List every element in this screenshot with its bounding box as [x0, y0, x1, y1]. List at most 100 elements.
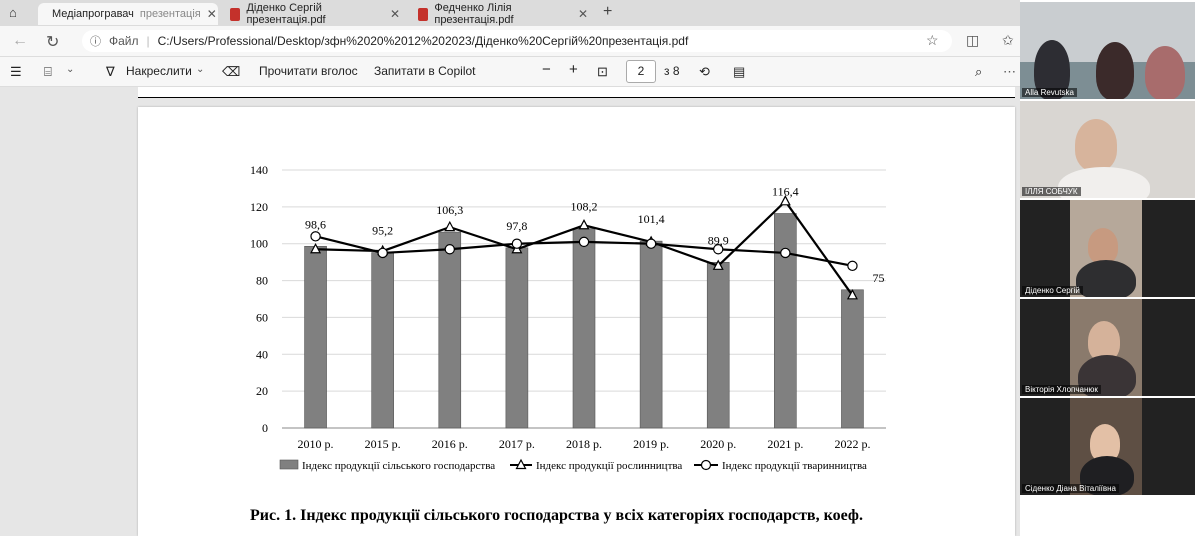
legend-label: Індекс продукції рослинництва [536, 460, 682, 472]
participant-image [1145, 46, 1185, 99]
x-tick-label: 2019 р. [633, 437, 669, 451]
video-tile[interactable]: ІЛЛЯ СОБЧУК [1020, 101, 1195, 198]
circle-marker [511, 238, 523, 249]
legend-label: Індекс продукції сільського господарства [302, 460, 495, 472]
participant-name: Сіденко Діана Віталіївна [1022, 484, 1120, 493]
pdf-page: 0 20 40 60 80 100 120 140 2010 р. 2015 р. 2016 р. 2… [138, 107, 1015, 536]
triangle-marker [444, 220, 456, 232]
y-tick-label: 80 [256, 274, 268, 288]
page-number-input[interactable]: 2 [626, 60, 656, 83]
close-icon[interactable]: ✕ [577, 7, 588, 21]
data-label: 108,2 [571, 200, 598, 214]
url-field[interactable]: ⓘ Файл | C:/Users/Professional/Desktop/з… [82, 30, 952, 52]
x-tick-label: 2022 р. [834, 437, 870, 451]
y-tick-label: 140 [250, 163, 268, 177]
chevron-down-icon[interactable]: ⌄ [196, 64, 205, 75]
draw-button[interactable]: Накреслити [126, 64, 192, 78]
x-tick-label: 2010 р. [298, 437, 334, 451]
bar [505, 247, 529, 429]
bar [706, 262, 730, 429]
data-label: 89,9 [708, 233, 729, 247]
figure-caption: Рис. 1. Індекс продукції сільського госп… [250, 507, 863, 524]
y-tick-label: 120 [250, 200, 268, 214]
circle-marker [847, 260, 858, 272]
bar [438, 231, 462, 429]
video-tile[interactable]: Діденко Сергій [1020, 200, 1195, 297]
pdf-toolbar: ☰ ⌸ ⌄ ∇ Накреслити ⌄ ⌫ Прочитати вголос … [0, 57, 1020, 87]
more-icon[interactable]: ⋯ [1003, 64, 1016, 79]
refresh-icon[interactable]: ↻ [46, 34, 60, 51]
participant-image [1096, 42, 1134, 99]
pdf-icon [418, 7, 429, 21]
x-tick-label: 2017 р. [499, 437, 535, 451]
video-tile[interactable]: Вікторія Хлопчанюк [1020, 299, 1195, 396]
y-tick-label: 20 [256, 384, 268, 398]
tab-label: Діденко Сергій презентація.pdf [246, 2, 326, 26]
circle-marker [780, 247, 791, 259]
info-icon: ⓘ [90, 36, 101, 48]
favorite-star-icon[interactable]: ☆ [926, 32, 939, 48]
tab-pdf-fedchenko[interactable]: Федченко Лілія презентація.pdf ✕ [410, 2, 596, 26]
read-aloud-button[interactable]: Прочитати вголос [259, 64, 358, 78]
page-view-icon[interactable]: ▤ [733, 64, 746, 79]
x-tick-label: 2016 р. [432, 437, 468, 451]
tab-label: Федченко Лілія презентація.pdf [434, 2, 514, 26]
url-scheme: Файл [109, 34, 139, 48]
address-bar: ← ↻ ⓘ Файл | C:/Users/Professional/Deskt… [0, 26, 1020, 57]
y-tick-label: 40 [256, 347, 268, 361]
legend-swatch [700, 459, 712, 471]
tab-media-player[interactable]: Медіапрогравач презентація ✕ [38, 3, 218, 25]
new-tab-button[interactable]: + [603, 3, 613, 20]
participant-name: Alla Revutska [1022, 88, 1077, 97]
x-tick-label: 2021 р. [767, 437, 803, 451]
participant-image [1088, 321, 1120, 361]
circle-marker [377, 247, 388, 259]
circle-marker [310, 231, 321, 242]
back-icon[interactable]: ← [12, 32, 28, 49]
bar [371, 252, 394, 429]
highlight-icon[interactable]: ⌸ [44, 64, 52, 79]
circle-marker [713, 244, 724, 255]
search-icon[interactable]: ⌕ [975, 64, 983, 79]
favorites-icon[interactable]: ✩ [1002, 32, 1014, 48]
zoom-out-icon[interactable]: − [542, 61, 551, 78]
previous-page [138, 87, 1015, 98]
close-icon[interactable]: ✕ [206, 7, 217, 21]
circle-marker [645, 238, 657, 249]
eraser-icon[interactable]: ⌫ [222, 64, 241, 79]
home-icon[interactable]: ⌂ [9, 5, 17, 20]
triangle-marker [578, 219, 590, 230]
tab-pdf-didenko[interactable]: Діденко Сергій презентація.pdf ✕ [222, 2, 408, 26]
legend-label: Індекс продукції тваринництва [722, 460, 867, 472]
zoom-in-icon[interactable]: + [569, 61, 578, 78]
chevron-down-icon[interactable]: ⌄ [66, 64, 75, 75]
fit-page-icon[interactable]: ⊡ [597, 64, 608, 79]
video-tile[interactable]: Сіденко Діана Віталіївна [1020, 398, 1195, 495]
close-icon[interactable]: ✕ [389, 7, 400, 21]
triangle-marker [310, 242, 322, 254]
tab-label-extra: презентація [139, 8, 201, 20]
legend-swatch [515, 458, 527, 470]
x-tick-label: 2015 р. [365, 437, 401, 451]
data-label: 101,4 [638, 212, 665, 226]
participant-image [1076, 260, 1136, 297]
y-tick-label: 100 [250, 237, 268, 251]
triangle-marker [779, 195, 791, 206]
circle-marker [578, 236, 590, 248]
data-label: 95,2 [372, 224, 393, 238]
draw-icon[interactable]: ∇ [106, 64, 115, 79]
page-total: з 8 [664, 64, 680, 78]
video-tile[interactable]: Alla Revutska [1020, 2, 1195, 99]
contents-icon[interactable]: ☰ [10, 64, 22, 79]
data-label: 97,8 [506, 219, 527, 233]
split-screen-icon[interactable]: ◫ [966, 32, 980, 48]
rotate-icon[interactable]: ⟲ [699, 64, 710, 79]
bar [304, 245, 327, 429]
bar [841, 289, 864, 429]
data-label: 116,4 [772, 184, 799, 198]
bar [639, 240, 663, 429]
triangle-marker [846, 289, 858, 300]
ask-copilot-button[interactable]: Запитати в Copilot [374, 64, 476, 78]
chart: 0 20 40 60 80 100 120 140 2010 р. 2015 р. 2016 р. 2… [250, 163, 886, 472]
pdf-viewer[interactable]: 0 20 40 60 80 100 120 140 2010 р. 2015 р. 2016 р. 2… [0, 87, 1020, 536]
